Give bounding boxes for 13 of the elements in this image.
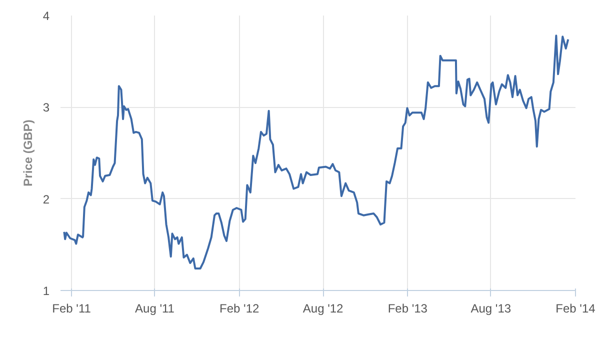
x-tick-label: Aug '11	[135, 302, 175, 316]
y-tick-label: 1	[42, 284, 50, 298]
x-tick-label: Aug '12	[302, 302, 344, 316]
y-axis-title: Price (GBP)	[20, 120, 35, 186]
x-tick-label: Aug '13	[470, 302, 512, 316]
x-tick-label: Feb '14	[556, 302, 596, 316]
line-series	[63, 34, 570, 270]
y-tick-label: 2	[42, 192, 50, 206]
y-tick-label: 3	[42, 100, 50, 115]
x-tick-label: Feb '11	[52, 302, 92, 316]
x-tick-label: Feb '13	[388, 302, 428, 316]
y-tick-label: 4	[42, 9, 50, 23]
x-tick-label: Feb '12	[220, 302, 260, 316]
